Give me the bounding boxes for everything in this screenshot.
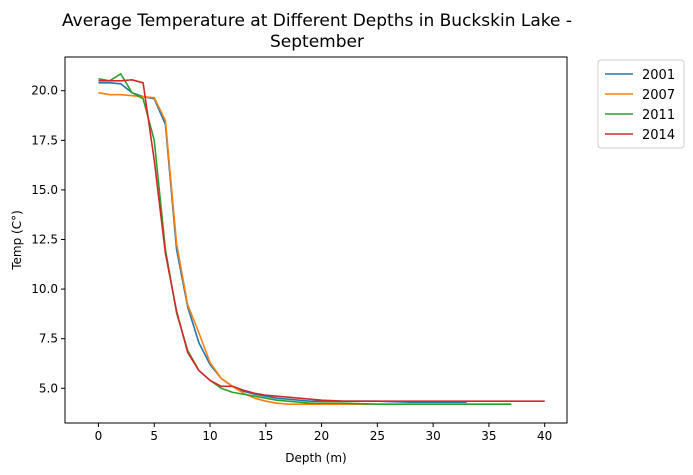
legend-label-2014: 2014 [642,128,675,143]
plot-frame [64,56,568,424]
plot-area [64,56,568,424]
x-tick-label: 0 [95,429,103,443]
x-tick-label: 20 [314,429,329,443]
x-tick-label: 40 [537,429,552,443]
y-tick-label: 7.5 [39,332,58,346]
y-axis-label: Temp (C°) [10,210,24,271]
x-tick-label: 30 [425,429,440,443]
x-axis-label: Depth (m) [285,451,346,465]
series-line-2014 [98,79,545,402]
y-tick-label: 5.0 [39,381,58,395]
x-tick-label: 25 [370,429,385,443]
y-tick-label: 10.0 [31,282,58,296]
chart-title-line-1: Average Temperature at Different Depths … [62,11,572,31]
y-tick-label: 12.5 [31,233,58,247]
legend-label-2001: 2001 [642,68,675,83]
legend-label-2011: 2011 [642,108,675,123]
y-tick-label: 20.0 [31,84,58,98]
x-tick-label: 15 [258,429,273,443]
x-tick-label: 35 [481,429,496,443]
series-lines [98,73,545,405]
legend-label-2007: 2007 [642,88,675,103]
legend: 2001 2007 2011 2014 [597,59,685,149]
series-line-2011 [98,73,512,405]
y-tick-label: 15.0 [31,183,58,197]
x-tick-label: 10 [202,429,217,443]
x-axis: 0 5 10 15 20 25 30 35 40 [95,423,552,443]
chart-title-line-2: September [270,32,364,52]
y-tick-label: 17.5 [31,133,58,147]
legend-frame [597,59,685,149]
y-axis: 5.0 7.5 10.0 12.5 15.0 17.5 20.0 [31,84,65,395]
x-tick-label: 5 [150,429,158,443]
